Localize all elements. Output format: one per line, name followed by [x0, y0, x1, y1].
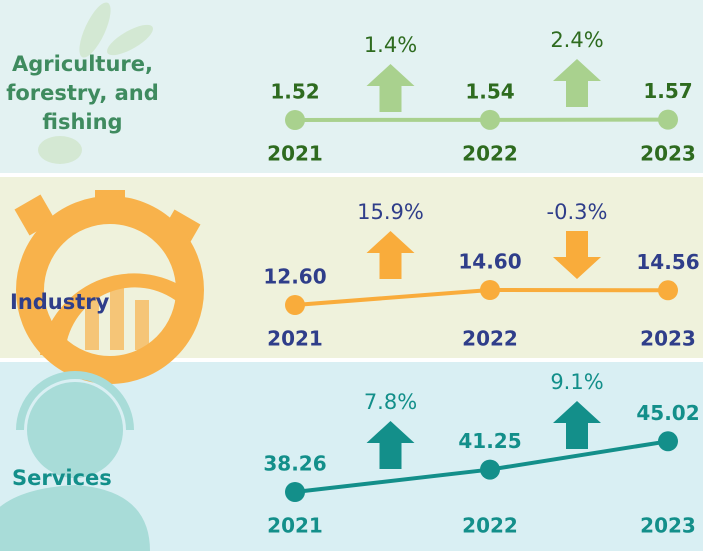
point — [480, 280, 500, 300]
change-label: 7.8% — [364, 390, 417, 414]
year-label: 2021 — [267, 142, 323, 166]
point — [480, 460, 500, 480]
value-label: 1.57 — [643, 79, 692, 103]
change-label: 9.1% — [550, 370, 603, 394]
year-label: 2022 — [462, 142, 518, 166]
year-label: 2022 — [462, 327, 518, 351]
value-label: 14.60 — [458, 250, 521, 274]
change-label: 15.9% — [357, 200, 424, 224]
change-label: 1.4% — [364, 33, 417, 57]
year-label: 2023 — [640, 142, 696, 166]
change-label: 2.4% — [550, 28, 603, 52]
value-label: 45.02 — [636, 401, 699, 425]
year-label: 2022 — [462, 514, 518, 538]
point — [285, 295, 305, 315]
point — [658, 280, 678, 300]
value-label: 41.25 — [458, 429, 521, 453]
change-label: -0.3% — [547, 200, 608, 224]
point — [285, 110, 305, 130]
point — [658, 431, 678, 451]
sector-title: Agriculture, forestry, and fishing — [5, 50, 160, 137]
value-label: 12.60 — [263, 265, 326, 289]
value-label: 1.52 — [270, 80, 319, 104]
point — [658, 110, 678, 130]
sector-title: Services — [12, 464, 112, 493]
year-label: 2023 — [640, 327, 696, 351]
year-label: 2021 — [267, 514, 323, 538]
value-label: 1.54 — [465, 79, 514, 103]
infographic: 1.52 2021 1.54 2022 1.57 2023 1.4% 2.4% 12.60 202… — [0, 0, 703, 551]
year-label: 2021 — [267, 327, 323, 351]
value-label: 38.26 — [263, 452, 326, 476]
point — [480, 110, 500, 130]
value-label: 14.56 — [636, 250, 699, 274]
point — [285, 482, 305, 502]
sector-title: Industry — [10, 288, 109, 317]
year-label: 2023 — [640, 514, 696, 538]
